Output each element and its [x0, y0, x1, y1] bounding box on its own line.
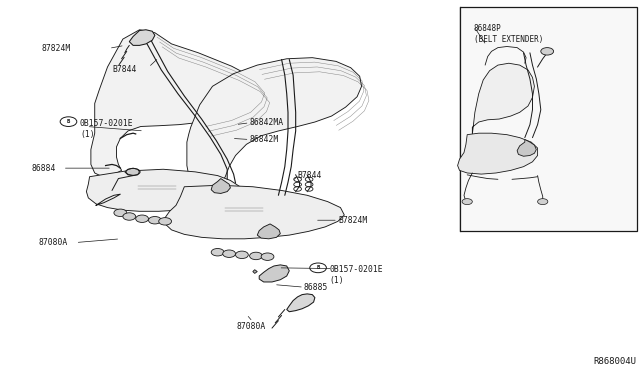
Circle shape [211, 248, 224, 256]
Bar [460, 7, 637, 231]
Polygon shape [211, 179, 230, 193]
Polygon shape [257, 224, 280, 239]
Polygon shape [86, 169, 240, 211]
Text: 87080A: 87080A [38, 238, 68, 247]
Circle shape [250, 252, 262, 260]
Polygon shape [253, 270, 257, 273]
Polygon shape [165, 185, 344, 239]
Text: 87824M: 87824M [42, 44, 71, 53]
Text: 0B157-0201E: 0B157-0201E [330, 265, 383, 274]
Text: 86885: 86885 [304, 283, 328, 292]
Circle shape [114, 209, 127, 217]
Circle shape [148, 217, 161, 224]
Polygon shape [259, 265, 289, 282]
Text: 86848P
(BELT EXTENDER): 86848P (BELT EXTENDER) [474, 24, 543, 44]
Text: (1): (1) [80, 130, 95, 139]
Text: 86842MA: 86842MA [250, 118, 284, 127]
Text: 87080A: 87080A [237, 322, 266, 331]
Text: R868004U: R868004U [594, 357, 637, 366]
Polygon shape [517, 140, 536, 156]
Polygon shape [187, 58, 362, 187]
Polygon shape [91, 30, 262, 177]
Circle shape [223, 250, 236, 257]
Polygon shape [287, 294, 315, 312]
Text: (1): (1) [330, 276, 344, 285]
Circle shape [261, 253, 274, 260]
Polygon shape [125, 168, 140, 176]
Polygon shape [458, 133, 538, 174]
Text: B7844: B7844 [112, 65, 136, 74]
Text: B: B [316, 265, 320, 270]
Polygon shape [129, 30, 155, 45]
Circle shape [136, 215, 148, 222]
Circle shape [159, 218, 172, 225]
Circle shape [236, 251, 248, 259]
Text: B: B [67, 119, 70, 124]
Text: B7844: B7844 [298, 171, 322, 180]
Text: 0B157-0201E: 0B157-0201E [80, 119, 134, 128]
Text: 86884: 86884 [32, 164, 56, 173]
Circle shape [541, 48, 554, 55]
Circle shape [538, 199, 548, 205]
Text: 86842M: 86842M [250, 135, 279, 144]
Polygon shape [472, 63, 534, 135]
Circle shape [123, 213, 136, 220]
Text: B7824M: B7824M [338, 216, 367, 225]
Circle shape [462, 199, 472, 205]
